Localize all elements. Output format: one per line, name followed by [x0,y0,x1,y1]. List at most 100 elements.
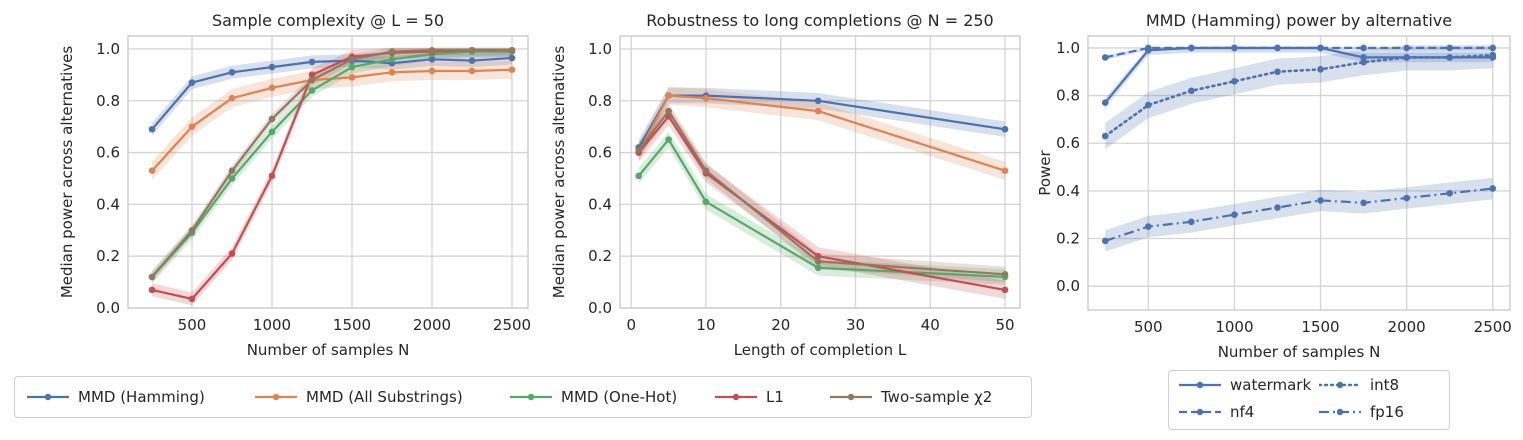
x-tick-label: 0 [626,316,636,334]
data-point [1001,271,1009,278]
x-tick-label: 10 [696,316,715,334]
data-point [1446,44,1454,52]
data-point [508,46,516,54]
legend-item-nf4: nf4 [1179,403,1254,421]
legend-label: watermark [1230,376,1312,394]
data-point [1144,44,1152,52]
data-point [148,125,156,133]
y-axis-label: Median power across alternatives [58,46,76,299]
data-point [188,226,196,234]
data-point [428,46,436,54]
data-point [1188,218,1195,226]
data-point [508,66,516,73]
data-point [508,54,516,62]
data-point [228,94,236,102]
data-point [814,97,822,105]
data-point [1317,66,1324,73]
legend-swatch [1179,381,1221,389]
y-axis-label: Power [1036,149,1054,195]
legend-label: MMD (One-Hot) [561,388,678,406]
legend-swatch [255,393,297,401]
data-point [308,71,316,79]
data-point [1001,125,1009,133]
x-tick-label: 1500 [1301,318,1339,336]
data-point [635,172,642,180]
y-tick-label: 0.0 [96,299,120,317]
data-point [814,107,822,115]
data-point [1144,223,1152,230]
chart-panel-2: 0 10 20 30 40 50 0.0 0.2 0.4 0.6 0.8 1.0 Length of c… [550,11,1021,359]
y-tick-label: 1.0 [588,40,612,58]
confidence-band [152,60,512,180]
plot-area [1088,36,1510,310]
legend-item-fp16: fp16 [1319,403,1404,421]
x-tick-label: 2500 [1474,318,1512,336]
data-point [1317,197,1324,204]
y-tick-label: 0.8 [96,92,120,110]
confidence-band [638,131,1005,285]
x-axis-label: Length of completion L [734,341,907,359]
data-point [148,167,156,175]
series-line [1104,46,1493,59]
x-tick-label: 20 [771,316,790,334]
data-point [1101,132,1109,140]
y-tick-label: 0.6 [96,144,120,162]
y-axis-label: Median power across alternatives [550,46,568,299]
data-point [1001,286,1009,294]
series-line [151,49,512,278]
y-tick-label: 0.8 [1056,87,1080,105]
x-tick-label: 40 [921,316,940,334]
plot-frame [127,35,529,309]
x-tick-label: 1500 [333,316,371,334]
data-point [188,295,196,303]
data-point [814,252,822,260]
y-tick-label: 1.0 [96,40,120,58]
data-point [308,58,316,66]
legend-label: MMD (All Substrings) [306,388,463,406]
data-point [1274,44,1281,52]
legend-swatch [510,393,552,401]
confidence-band [1105,47,1493,108]
chart-panel-1: 500 1000 1500 2000 2500 0.0 0.2 0.4 0.6 0.8 1.0 Num… [58,11,531,359]
data-point [268,63,276,71]
data-point [468,57,476,64]
legend-item-int8: int8 [1319,376,1399,394]
data-point [468,67,476,75]
legend-item-l1: L1 [715,388,784,406]
data-point [308,87,316,94]
data-point [1403,194,1410,202]
legend-label: L1 [766,388,784,406]
data-point [348,63,356,71]
data-point [1317,44,1324,52]
data-point [1231,44,1238,52]
data-point [1489,44,1497,52]
data-point [348,74,356,81]
plot-frame [619,35,1021,309]
data-point [665,92,672,99]
confidence-band [152,51,512,136]
y-tick-label: 1.0 [1056,39,1080,57]
data-point [665,136,672,143]
data-point [814,264,822,272]
series-line [1103,53,1495,138]
x-axis-label: Number of samples N [1218,343,1381,361]
series-line [151,56,513,131]
data-point [1360,54,1367,61]
data-point [1231,211,1238,218]
y-tick-label: 0.4 [588,195,612,213]
series-line [1104,187,1493,242]
data-point [268,172,276,180]
data-point [1360,44,1367,52]
data-point [1101,99,1109,107]
data-point [635,146,642,154]
legend-swatch [1319,408,1361,416]
data-point [228,68,236,76]
y-tick-label: 0.8 [588,92,612,110]
data-point [702,167,710,175]
legend-swatch [715,393,757,401]
y-tick-label: 0.0 [1056,277,1080,295]
data-point [665,107,672,115]
y-tick-label: 0.2 [588,247,612,265]
data-point [388,56,396,63]
data-point [1274,204,1281,211]
